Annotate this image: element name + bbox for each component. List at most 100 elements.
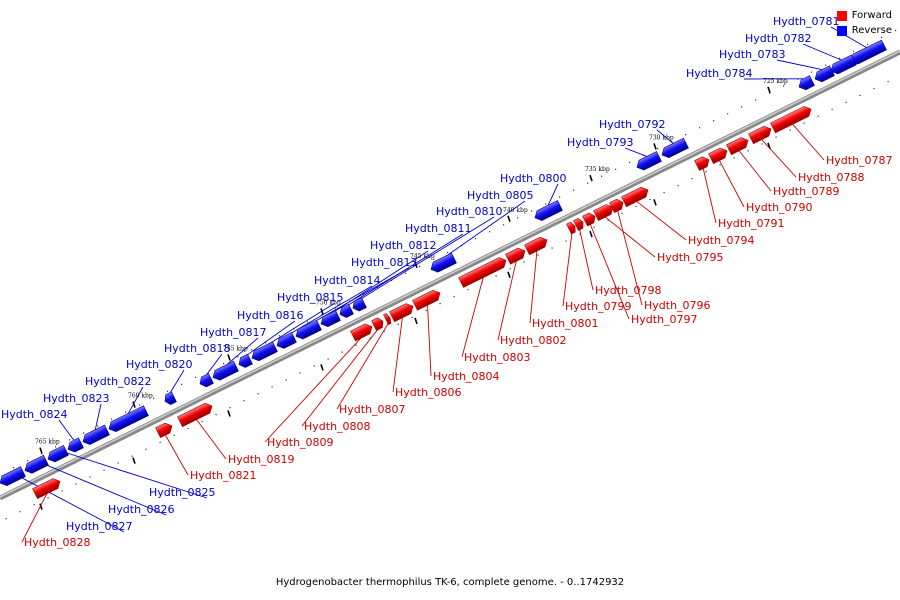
gene-hydth_0784[interactable]: [797, 75, 815, 92]
gene-hydth_0792[interactable]: [660, 137, 689, 160]
gene-label[interactable]: Hydth_0816: [237, 309, 304, 322]
gene-hydth_0827[interactable]: [0, 466, 26, 488]
gene-arrow[interactable]: [294, 319, 322, 341]
gene-label[interactable]: Hydth_0798: [595, 284, 662, 297]
gene-hydth_0801[interactable]: [524, 235, 550, 256]
gene-hydth_0813[interactable]: [294, 319, 322, 341]
gene-hydth_0798[interactable]: [573, 217, 586, 231]
gene-arrow[interactable]: [635, 151, 662, 173]
gene-arrow[interactable]: [23, 454, 49, 475]
gene-label[interactable]: Hydth_0811: [405, 222, 472, 235]
gene-arrow[interactable]: [593, 202, 616, 221]
gene-arrow[interactable]: [107, 405, 149, 434]
gene-hydth_0821[interactable]: [155, 421, 175, 439]
gene-label[interactable]: Hydth_0809: [267, 436, 334, 449]
gene-label[interactable]: Hydth_0803: [464, 351, 531, 364]
gene-arrow[interactable]: [829, 54, 857, 76]
gene-arrow[interactable]: [582, 211, 598, 227]
gene-label[interactable]: Hydth_0782: [745, 32, 812, 45]
gene-arrow[interactable]: [621, 185, 651, 208]
gene-arrow[interactable]: [533, 200, 563, 223]
gene-arrow[interactable]: [350, 322, 375, 342]
gene-label[interactable]: Hydth_0796: [644, 299, 711, 312]
gene-arrow[interactable]: [198, 373, 214, 389]
gene-label[interactable]: Hydth_0794: [688, 234, 755, 247]
gene-label[interactable]: Hydth_0827: [66, 520, 133, 533]
gene-label[interactable]: Hydth_0781: [773, 15, 840, 28]
gene-arrow[interactable]: [708, 146, 730, 164]
gene-hydth_0820[interactable]: [163, 391, 177, 406]
gene-arrow[interactable]: [609, 197, 626, 214]
gene-arrow[interactable]: [429, 252, 457, 274]
gene-hydth_0826[interactable]: [23, 454, 49, 475]
gene-hydth_0816[interactable]: [237, 353, 253, 369]
gene-hydth_0817[interactable]: [211, 360, 239, 382]
gene-hydth_0800[interactable]: [533, 200, 563, 223]
gene-hydth_0824[interactable]: [66, 437, 84, 454]
gene-arrow[interactable]: [660, 137, 689, 160]
gene-hydth_0802[interactable]: [505, 246, 528, 265]
gene-arrow[interactable]: [573, 217, 586, 231]
gene-hydth_0807[interactable]: [383, 313, 393, 326]
gene-label[interactable]: Hydth_0797: [631, 313, 698, 326]
gene-arrow[interactable]: [412, 288, 443, 311]
gene-arrow[interactable]: [211, 360, 239, 382]
gene-hydth_0788[interactable]: [748, 124, 774, 145]
gene-label[interactable]: Hydth_0801: [532, 317, 599, 330]
gene-hydth_0815[interactable]: [250, 341, 278, 363]
gene-hydth_0812[interactable]: [319, 310, 341, 329]
gene-label[interactable]: Hydth_0824: [1, 408, 68, 421]
gene-arrow[interactable]: [770, 104, 814, 134]
gene-label[interactable]: Hydth_0812: [370, 239, 437, 252]
gene-hydth_0793[interactable]: [635, 151, 662, 173]
gene-hydth_0808[interactable]: [371, 316, 386, 331]
gene-label[interactable]: Hydth_0822: [85, 375, 152, 388]
gene-arrow[interactable]: [389, 301, 416, 323]
gene-hydth_0799[interactable]: [566, 221, 578, 235]
gene-hydth_0791[interactable]: [694, 155, 712, 171]
gene-label[interactable]: Hydth_0784: [686, 67, 753, 80]
gene-label[interactable]: Hydth_0789: [773, 185, 840, 198]
gene-label[interactable]: Hydth_0823: [43, 392, 110, 405]
gene-arrow[interactable]: [505, 246, 528, 265]
gene-label[interactable]: Hydth_0817: [200, 326, 267, 339]
gene-arrow[interactable]: [81, 424, 110, 447]
gene-arrow[interactable]: [237, 353, 253, 369]
gene-label[interactable]: Hydth_0807: [339, 403, 406, 416]
gene-label[interactable]: Hydth_0799: [565, 300, 632, 313]
gene-arrow[interactable]: [319, 310, 341, 329]
gene-label[interactable]: Hydth_0793: [567, 136, 634, 149]
gene-hydth_0795[interactable]: [593, 202, 616, 221]
gene-arrow[interactable]: [46, 444, 69, 464]
gene-label[interactable]: Hydth_0788: [798, 171, 865, 184]
gene-hydth_0809[interactable]: [350, 322, 375, 342]
gene-arrow[interactable]: [163, 391, 177, 406]
gene-arrow[interactable]: [524, 235, 550, 256]
gene-hydth_0805[interactable]: [429, 252, 457, 274]
gene-label[interactable]: Hydth_0792: [599, 118, 666, 131]
gene-label[interactable]: Hydth_0819: [228, 453, 295, 466]
gene-hydth_0783[interactable]: [813, 65, 835, 84]
gene-arrow[interactable]: [797, 75, 815, 92]
gene-hydth_0810[interactable]: [351, 297, 367, 313]
gene-label[interactable]: Hydth_0804: [433, 370, 500, 383]
gene-label[interactable]: Hydth_0806: [395, 386, 462, 399]
gene-label[interactable]: Hydth_0805: [467, 189, 534, 202]
gene-hydth_0818[interactable]: [198, 373, 214, 389]
gene-hydth_0803[interactable]: [458, 255, 509, 288]
gene-arrow[interactable]: [813, 65, 835, 84]
gene-arrow[interactable]: [32, 476, 63, 499]
gene-hydth_0790[interactable]: [708, 146, 730, 164]
gene-hydth_0797[interactable]: [582, 211, 598, 227]
gene-label[interactable]: Hydth_0814: [314, 274, 381, 287]
gene-hydth_0789[interactable]: [726, 135, 751, 156]
gene-hydth_0822[interactable]: [107, 405, 149, 434]
gene-hydth_0823[interactable]: [81, 424, 110, 447]
gene-label[interactable]: Hydth_0815: [277, 291, 344, 304]
gene-arrow[interactable]: [250, 341, 278, 363]
gene-label[interactable]: Hydth_0826: [108, 503, 175, 516]
gene-label[interactable]: Hydth_0790: [746, 201, 813, 214]
gene-hydth_0811[interactable]: [338, 303, 354, 319]
gene-arrow[interactable]: [275, 331, 297, 350]
gene-label[interactable]: Hydth_0810: [436, 205, 503, 218]
